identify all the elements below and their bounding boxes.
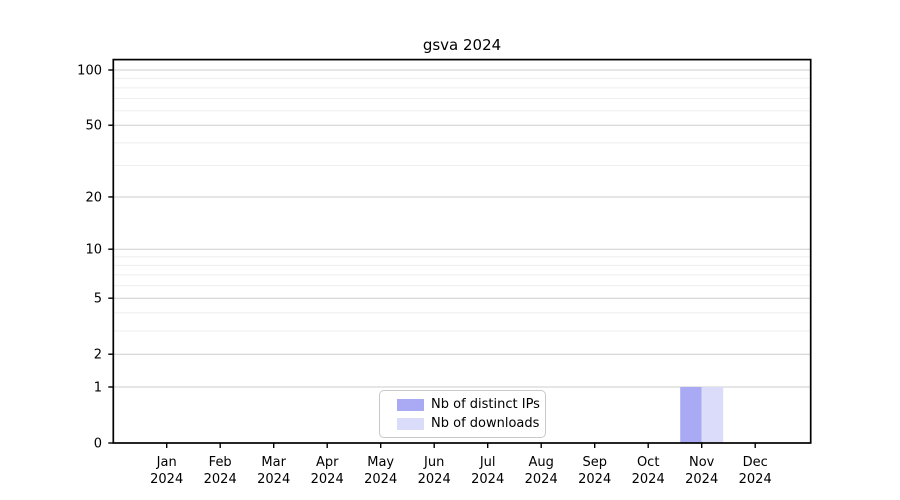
x-tick-label-month: Feb [209, 455, 232, 470]
legend-swatch-distinct-ips [397, 398, 424, 411]
y-tick-label: 1 [94, 380, 102, 395]
x-tick-label-year: 2024 [364, 472, 397, 487]
x-tick-label-year: 2024 [150, 472, 183, 487]
y-tick-label: 20 [85, 190, 102, 205]
x-tick-label-year: 2024 [471, 472, 504, 487]
x-tick-label-month: Jun [423, 455, 444, 470]
legend: Nb of distinct IPs Nb of downloads [379, 390, 546, 438]
y-tick-label: 100 [77, 64, 102, 79]
x-tick-label-year: 2024 [204, 472, 237, 487]
x-tick-label-month: May [367, 455, 394, 470]
x-tick-label-year: 2024 [257, 472, 290, 487]
x-tick-label-month: Oct [637, 455, 659, 470]
x-tick-label-month: Mar [261, 455, 286, 470]
legend-label-downloads: Nb of downloads [431, 416, 540, 431]
y-tick-label: 10 [85, 243, 102, 258]
x-tick-label-year: 2024 [685, 472, 718, 487]
x-tick-label-month: Aug [529, 455, 554, 470]
bar-nb-of-downloads [701, 386, 724, 443]
y-tick-label: 0 [94, 437, 102, 452]
y-tick-label: 50 [85, 119, 102, 134]
legend-label-distinct-ips: Nb of distinct IPs [431, 397, 540, 412]
x-tick-label-year: 2024 [739, 472, 772, 487]
x-tick-label-year: 2024 [311, 472, 344, 487]
x-tick-label-year: 2024 [525, 472, 558, 487]
plot-border [112, 58, 812, 444]
legend-swatch-downloads [397, 417, 424, 430]
legend-item-distinct-ips: Nb of distinct IPs [397, 397, 545, 412]
y-tick-label: 5 [94, 292, 102, 307]
x-tick-label-month: Jul [479, 455, 496, 470]
x-tick-label-month: Apr [316, 455, 339, 470]
x-tick-label-month: Dec [743, 455, 768, 470]
y-tick-label: 2 [94, 348, 102, 363]
x-tick-label-month: Jan [156, 455, 177, 470]
legend-item-downloads: Nb of downloads [397, 416, 545, 431]
x-tick-label-month: Sep [582, 455, 607, 470]
bar-nb-of-distinct-ips [680, 386, 702, 443]
x-tick-label-year: 2024 [418, 472, 451, 487]
x-tick-label-year: 2024 [578, 472, 611, 487]
chart-title: gsva 2024 [422, 36, 502, 54]
x-tick-label-month: Nov [689, 455, 715, 470]
x-tick-label-year: 2024 [632, 472, 665, 487]
